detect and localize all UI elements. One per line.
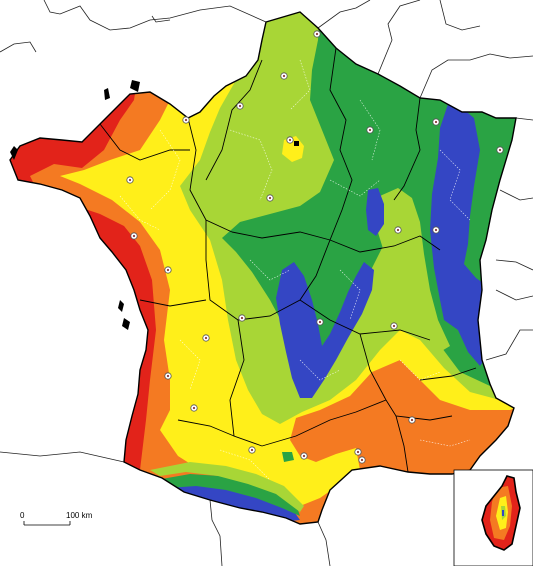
department-borders [119, 59, 471, 481]
circle-dot-icon [313, 30, 321, 38]
circle-dot-icon [126, 176, 134, 184]
circle-dot-icon [164, 372, 172, 380]
circle-dot-icon [300, 452, 308, 460]
circle-dot-icon [408, 416, 416, 424]
region-borders [99, 47, 477, 473]
zone-blue-centre [276, 262, 374, 398]
black-square-icon [294, 141, 299, 146]
zone-green-spot [282, 452, 294, 462]
circle-dot-icon [266, 194, 274, 202]
circle-dot-icon [286, 136, 294, 144]
circle-dot-icon [236, 102, 244, 110]
france-outline [9, 11, 517, 525]
corsica-zone-blue [502, 510, 504, 516]
circle-dot-icon [202, 334, 210, 342]
scale-start-label: 0 [20, 511, 25, 520]
city-markers [126, 30, 504, 464]
coast-islands [10, 80, 140, 330]
circle-dot-icon [248, 446, 256, 454]
circle-dot-icon [316, 318, 324, 326]
zone-light-green-pyrenees [150, 462, 304, 512]
circle-dot-icon [238, 314, 246, 322]
circle-dot-icon [366, 126, 374, 134]
circle-dot-icon [164, 266, 172, 274]
circle-dot-icon [432, 226, 440, 234]
circle-dot-icon [190, 404, 198, 412]
circle-dot-icon [182, 116, 190, 124]
scale-end-label: 100 km [66, 511, 93, 520]
scale-bar: 0 100 km [20, 511, 93, 526]
zone-blue-vosges [366, 188, 384, 236]
circle-dot-icon [394, 226, 402, 234]
corsica-outline [481, 475, 521, 551]
corsica-inset [453, 469, 533, 566]
circle-dot-icon [390, 322, 398, 330]
circle-dot-icon [432, 118, 440, 126]
circle-dot-icon [496, 146, 504, 154]
circle-dot-icon [354, 448, 362, 456]
zone-light-green-valley [376, 188, 450, 352]
paris-marker [294, 141, 299, 146]
zone-green-pyrenees [156, 474, 300, 516]
corsica-inset-frame [453, 469, 533, 566]
circle-dot-icon [358, 456, 366, 464]
circle-dot-icon [280, 72, 288, 80]
circle-dot-icon [130, 232, 138, 240]
